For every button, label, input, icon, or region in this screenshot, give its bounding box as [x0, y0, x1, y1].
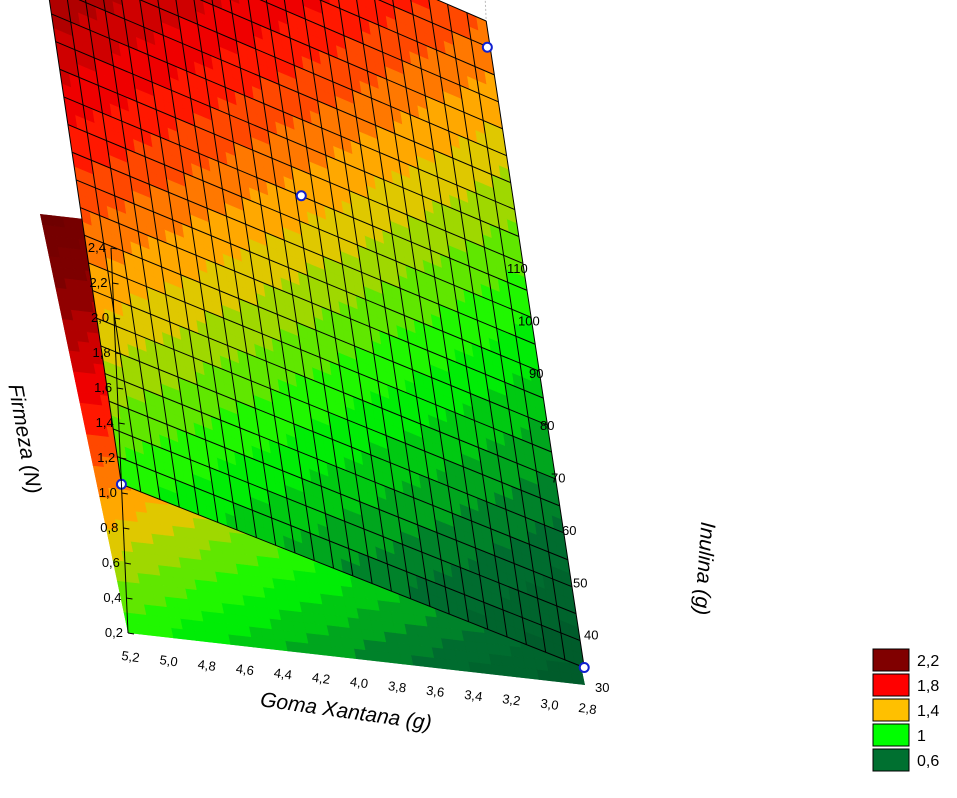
x-tick-label: 5,2 [121, 648, 141, 665]
z-tick-label: 1,6 [94, 380, 112, 395]
z-tick-label: 0,4 [103, 590, 121, 605]
data-point [481, 41, 493, 53]
x-tick-label: 4,6 [235, 661, 255, 678]
y-tick-label: 30 [595, 680, 609, 695]
y-axis-title: Inulina (g) [690, 521, 719, 616]
legend-label: 1,8 [917, 678, 939, 695]
legend-swatch [872, 648, 910, 672]
legend: 2,2 1,8 1,4 1 0,6 [872, 648, 939, 772]
y-tick-label: 50 [573, 575, 587, 590]
surface-cell [46, 0, 60, 5]
x-tick-label: 4,0 [349, 674, 369, 691]
y-tick-label: 110 [507, 261, 528, 276]
surface-cell [129, 0, 143, 14]
legend-label: 2,2 [917, 653, 939, 670]
legend-label: 1 [917, 728, 926, 745]
z-tick-label: 0,2 [105, 625, 123, 640]
z-tick-label: 1,8 [93, 345, 111, 360]
surface-cell [120, 0, 133, 10]
x-tick-label: 2,8 [578, 700, 598, 717]
x-tick-label: 4,8 [197, 657, 217, 674]
y-tick-label: 60 [562, 523, 576, 538]
surface-cell [164, 0, 177, 3]
floor-cell [571, 672, 585, 685]
y-tick-label: 80 [540, 418, 554, 433]
surface-cell [56, 0, 70, 9]
x-tick-label: 4,4 [273, 665, 293, 682]
z-tick-label: 1,0 [99, 485, 117, 500]
surface-cell [227, 0, 241, 5]
surface-cell [66, 0, 79, 13]
x-tick-label: 5,0 [159, 652, 179, 669]
y-tick-label: 100 [518, 313, 540, 328]
y-tick-label: 70 [551, 471, 565, 486]
x-tick-label: 3,2 [501, 691, 521, 708]
y-tick-label: 90 [529, 366, 543, 381]
data-point [295, 190, 307, 202]
legend-swatch [872, 698, 910, 722]
x-tick-label: 3,8 [387, 678, 407, 695]
x-tick-label: 4,2 [311, 670, 331, 687]
surface-cell [247, 0, 260, 13]
x-tick-label: 3,6 [425, 683, 445, 700]
z-tick-label: 2,0 [91, 310, 109, 325]
data-point [578, 662, 590, 673]
surface-cell [173, 0, 187, 7]
z-tick-label: 2,2 [89, 275, 107, 290]
x-axis-title: Goma Xantana (g) [259, 688, 433, 735]
legend-label: 0,6 [917, 753, 939, 770]
z-tick-label: 2,4 [88, 240, 106, 255]
response-surface [46, 0, 585, 668]
legend-swatch [872, 748, 910, 772]
y-tick-label: 40 [584, 628, 598, 643]
x-tick-label: 3,0 [540, 696, 560, 713]
legend-label: 1,4 [917, 703, 939, 720]
z-tick-label: 1,2 [97, 450, 115, 465]
surface-cell [237, 0, 250, 9]
x-tick-label: 3,4 [463, 687, 483, 704]
z-tick-label: 0,8 [100, 520, 118, 535]
z-tick-label: 1,4 [96, 415, 114, 430]
surface-cell [110, 0, 123, 6]
z-axis-title: Firmeza (N) [3, 382, 45, 495]
legend-swatch [872, 723, 910, 747]
z-tick-label: 0,6 [102, 555, 120, 570]
surface-cell [183, 0, 196, 12]
legend-swatch [872, 673, 910, 697]
